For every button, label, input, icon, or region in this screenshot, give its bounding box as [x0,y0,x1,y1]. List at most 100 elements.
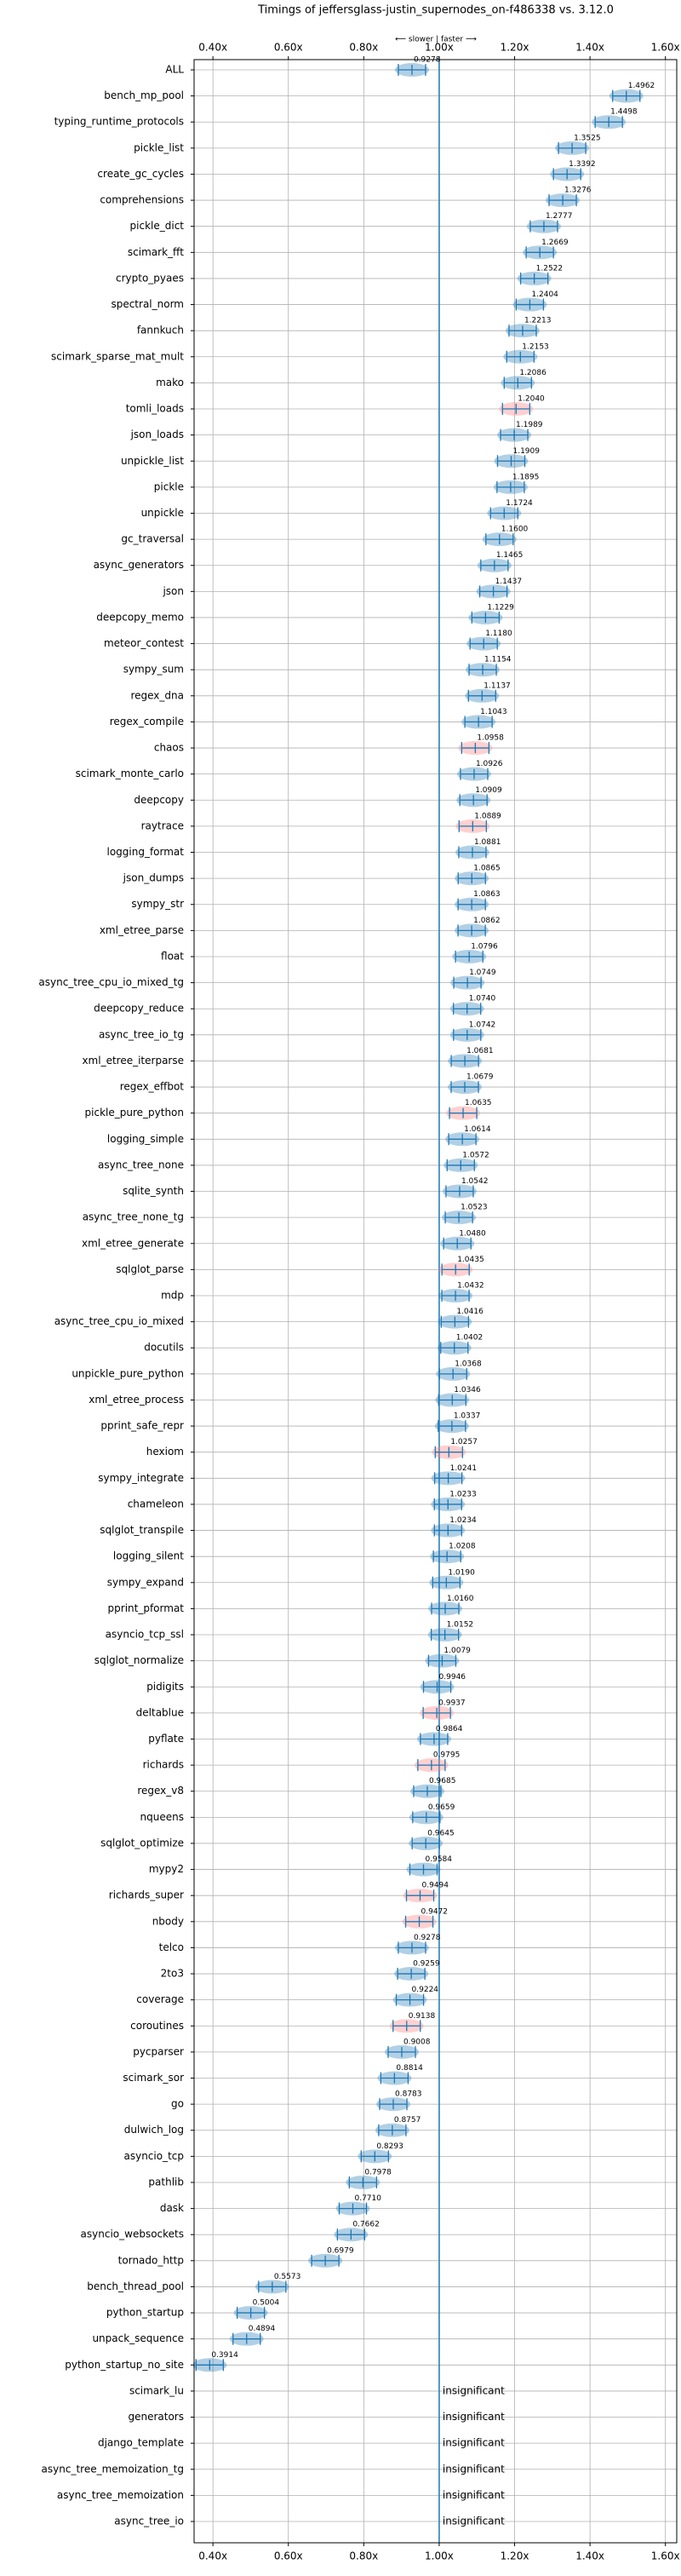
value-label: 0.8293 [376,2142,403,2151]
category-label: xml_etree_iterparse [82,1055,184,1067]
category-label: logging_format [106,846,184,858]
category-label: docutils [144,1342,184,1354]
category-label: xml_etree_generate [82,1237,184,1249]
category-label: unpickle_list [121,455,184,467]
value-label: 1.1180 [485,630,512,638]
category-label: pickle [154,480,184,492]
value-label: 1.0862 [473,917,501,925]
category-label: unpickle [141,507,184,519]
category-label: sqlglot_normalize [94,1654,184,1666]
category-label: bench_thread_pool [87,2280,184,2292]
category-label: create_gc_cycles [97,168,184,180]
category-label: deepcopy [134,794,184,806]
category-label: hexiom [146,1446,184,1458]
category-label: async_tree_io_tg [99,1028,184,1040]
value-label: 1.0863 [473,890,501,899]
direction-label: ⟵ slower | faster ⟶ [395,36,477,44]
category-label: deltablue [136,1706,184,1718]
category-label: coroutines [130,2020,184,2032]
value-label: 0.9795 [433,1751,461,1760]
value-label: insignificant [443,2463,505,2475]
category-label: richards_super [109,1889,184,1901]
value-label: 0.9584 [426,1855,453,1864]
value-label: 1.2522 [536,264,564,273]
value-label: 0.7710 [354,2194,381,2203]
category-label: regex_compile [110,716,184,727]
value-label: insignificant [443,2516,505,2527]
category-label: scimark_monte_carlo [76,768,184,779]
x-tick-label: 1.60x [651,2550,680,2562]
category-label: python_startup_no_site [65,2359,184,2371]
x-tick-label: 1.20x [501,2550,529,2562]
category-label: regex_dna [130,689,184,701]
category-label: scimark_sparse_mat_mult [51,350,184,362]
value-label: 0.4894 [249,2325,276,2333]
value-label: 1.2086 [519,369,547,377]
category-label: pycparser [133,2045,184,2057]
value-label: 1.1137 [484,681,511,690]
value-label: 1.0152 [447,1621,474,1630]
category-label: pprint_safe_repr [100,1420,184,1432]
category-label: xml_etree_parse [100,924,184,936]
value-label: 1.3276 [564,187,592,195]
category-label: sqlglot_transpile [100,1524,184,1536]
value-label: 0.5573 [274,2273,301,2281]
category-label: ALL [165,64,184,76]
value-label: 0.9685 [429,1777,456,1785]
value-label: 1.0190 [448,1568,475,1577]
value-label: 1.1229 [487,603,514,612]
value-label: 1.0368 [455,1360,482,1368]
value-label: 1.0208 [449,1543,476,1551]
category-label: async_tree_memoization [57,2489,184,2501]
category-label: asyncio_websockets [81,2228,184,2240]
category-label: xml_etree_process [89,1394,184,1406]
category-label: async_tree_cpu_io_mixed [54,1315,184,1327]
value-label: 1.0572 [462,1151,489,1159]
value-label: 0.9946 [439,1673,466,1682]
category-label: 2to3 [161,1968,184,1980]
value-label: 1.0614 [464,1125,491,1134]
category-label: scimark_lu [129,2384,184,2396]
value-label: 1.0234 [449,1516,477,1525]
value-label: 0.9138 [409,2012,436,2021]
value-label: 1.0909 [475,786,502,795]
value-label: 1.1600 [501,526,529,534]
category-label: sympy_sum [123,664,184,676]
value-label: 1.0889 [474,812,501,820]
value-label: 1.2669 [541,239,569,247]
value-label: 0.7978 [364,2168,392,2176]
value-label: 1.0740 [469,995,496,1003]
x-tick-label: 1.60x [651,42,680,54]
category-label: async_tree_none_tg [83,1211,184,1223]
value-label: 1.0435 [457,1256,484,1264]
value-label: 1.1465 [496,551,524,560]
value-label: insignificant [443,2384,505,2396]
value-label: 1.2153 [522,342,549,351]
category-label: crypto_pyaes [116,272,184,284]
value-label: 0.9864 [436,1725,463,1734]
category-label: regex_effbot [120,1081,185,1093]
value-label: 0.9224 [412,1986,439,1994]
value-label: 1.0681 [466,1047,494,1055]
category-label: comprehensions [100,194,184,206]
value-label: 1.0416 [456,1308,484,1316]
category-label: pickle_pure_python [85,1107,184,1118]
value-label: 0.9659 [428,1803,455,1812]
category-label: richards [143,1759,184,1771]
value-label: 1.1895 [512,473,540,481]
category-label: typing_runtime_protocols [54,116,184,128]
value-label: 0.8783 [395,2090,422,2099]
value-label: 1.4498 [610,108,638,117]
x-tick-label: 1.20x [501,42,529,54]
category-label: pidigits [146,1681,184,1693]
value-label: 1.2404 [531,290,558,299]
category-label: mdp [161,1290,184,1302]
category-label: gc_traversal [121,533,184,545]
category-label: pprint_pformat [108,1602,185,1614]
value-label: 0.6979 [327,2246,354,2255]
category-label: coverage [136,1993,184,2005]
category-label: json_loads [130,428,184,440]
